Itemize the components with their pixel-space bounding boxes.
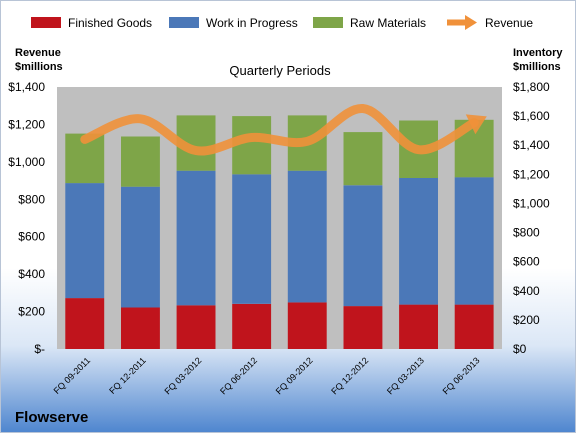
- legend-label: Finished Goods: [68, 16, 152, 30]
- right-axis-tick-label: $1,600: [513, 109, 550, 123]
- left-axis-tick-label: $1,000: [8, 155, 45, 169]
- right-axis-tick-label: $600: [513, 255, 540, 269]
- x-axis-tick-label: FQ 06-2013: [441, 355, 482, 396]
- bar-segment-finished-goods: [121, 307, 160, 349]
- revenue-line-arrowhead: [465, 114, 487, 135]
- revenue-line: [80, 104, 479, 156]
- legend: Finished Goods Work in Progress Raw Materi…: [31, 15, 533, 30]
- line-layer: [80, 104, 487, 156]
- right-axis-title-unit: $millions: [513, 61, 561, 73]
- legend-item: Raw Materials: [313, 16, 426, 30]
- legend-label: Revenue: [485, 16, 533, 30]
- right-axis-title: Inventory: [513, 47, 563, 59]
- bar-segment-raw-materials: [343, 132, 383, 186]
- legend-swatch-arrowhead: [465, 15, 477, 30]
- legend-item: Revenue: [447, 15, 533, 30]
- right-axis-tick-label: $800: [513, 226, 540, 240]
- legend-swatch: [169, 17, 199, 28]
- x-axis-tick-label: FQ 12-2012: [329, 355, 370, 396]
- bar-segment-work-in-progress: [399, 178, 438, 305]
- bar-segment-finished-goods: [343, 306, 383, 349]
- x-axis-tick-label: FQ 09-2011: [52, 355, 93, 396]
- left-axis-tick-label: $-: [34, 342, 45, 356]
- bar-segment-work-in-progress: [287, 170, 327, 303]
- bar-segment-work-in-progress: [343, 185, 383, 307]
- x-axis-tick-label: FQ 09-2012: [274, 355, 315, 396]
- x-axis-tick-label: FQ 03-2012: [162, 355, 203, 396]
- right-axis-tick-label: $1,200: [513, 167, 550, 181]
- x-axis-ticks: FQ 09-2011 FQ 12-2011 FQ 03-2012 FQ 06-2012…: [52, 355, 482, 396]
- bar-segment-work-in-progress: [454, 177, 494, 305]
- bar-segment-finished-goods: [65, 298, 105, 349]
- company-label: Flowserve: [15, 409, 88, 426]
- left-axis-title-unit: $millions: [15, 61, 63, 73]
- right-axis-tick-label: $1,400: [513, 138, 550, 152]
- legend-swatch: [31, 17, 61, 28]
- legend-swatch: [313, 17, 343, 28]
- right-axis-tick-label: $0: [513, 342, 527, 356]
- left-axis-title: Revenue: [15, 47, 61, 59]
- bar-segment-work-in-progress: [176, 170, 216, 306]
- right-axis-tick-label: $200: [513, 313, 540, 327]
- right-axis-ticks: $0 $200 $400 $600 $800 $1,000 $1,200 $1,400 $1,6…: [513, 80, 550, 356]
- legend-label: Work in Progress: [206, 16, 298, 30]
- left-axis-tick-label: $200: [18, 305, 45, 319]
- bar-segment-finished-goods: [232, 303, 272, 349]
- chart-subtitle: Quarterly Periods: [229, 63, 331, 78]
- left-axis-tick-label: $600: [18, 230, 45, 244]
- right-axis-tick-label: $1,000: [513, 196, 550, 210]
- bar-segment-finished-goods: [287, 302, 327, 349]
- left-axis-tick-label: $400: [18, 267, 45, 281]
- bar-segment-finished-goods: [454, 304, 494, 349]
- bar-segment-raw-materials: [121, 136, 160, 187]
- bar-segment-work-in-progress: [232, 174, 272, 304]
- left-axis-tick-label: $1,200: [8, 117, 45, 131]
- bar-segment-finished-goods: [399, 304, 438, 349]
- legend-label: Raw Materials: [350, 16, 426, 30]
- left-axis-tick-label: $800: [18, 192, 45, 206]
- right-axis-tick-label: $400: [513, 284, 540, 298]
- left-axis-ticks: $- $200 $400 $600 $800 $1,000 $1,200 $1,400: [8, 80, 45, 356]
- bar-segment-work-in-progress: [121, 186, 160, 308]
- x-axis-tick-label: FQ 12-2011: [107, 355, 148, 396]
- bar-segment-work-in-progress: [65, 183, 105, 299]
- right-axis-tick-label: $1,800: [513, 80, 550, 94]
- bar-segment-finished-goods: [176, 305, 216, 349]
- legend-item: Work in Progress: [169, 16, 298, 30]
- bar-segment-raw-materials: [232, 116, 272, 175]
- x-axis-tick-label: FQ 06-2012: [218, 355, 259, 396]
- legend-item: Finished Goods: [31, 16, 152, 30]
- left-axis-tick-label: $1,400: [8, 80, 45, 94]
- x-axis-tick-label: FQ 03-2013: [385, 355, 426, 396]
